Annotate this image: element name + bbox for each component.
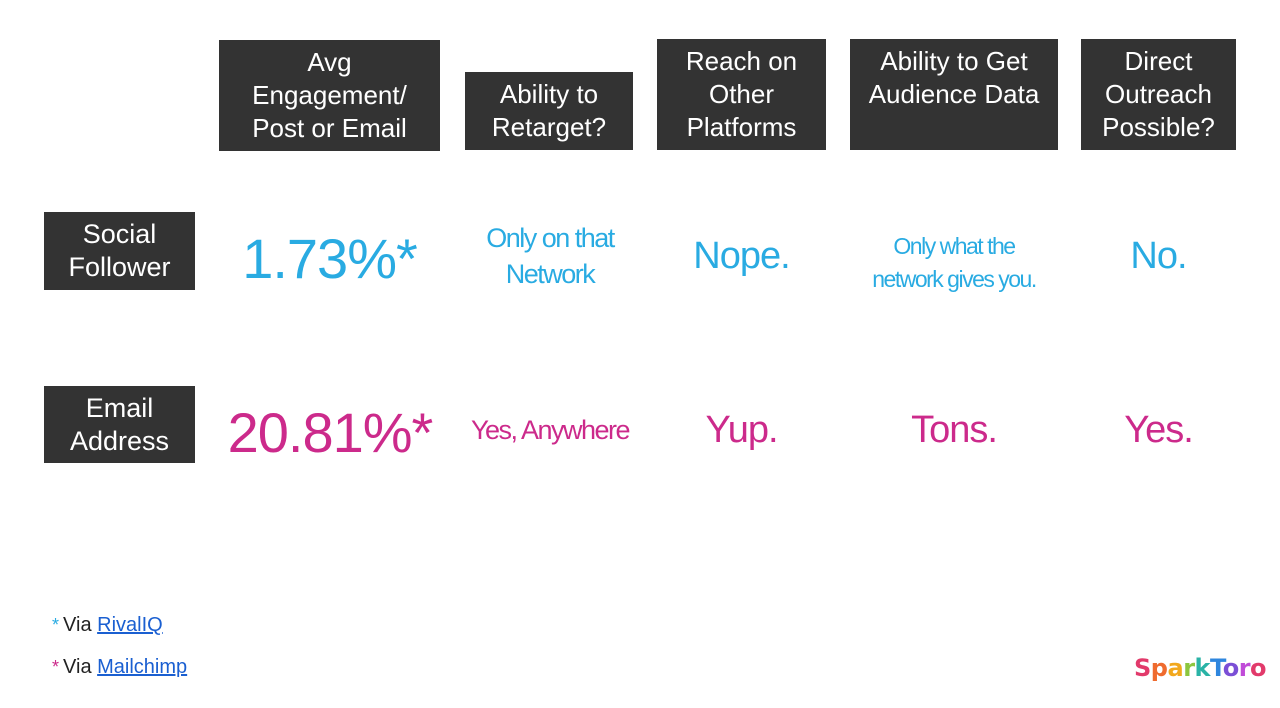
logo-letter: o bbox=[1250, 654, 1267, 682]
column-header-audience-data: Ability to Get Audience Data bbox=[850, 39, 1058, 150]
logo-letter: r bbox=[1238, 654, 1251, 682]
logo-letter: T bbox=[1210, 654, 1223, 682]
logo-letter: o bbox=[1222, 654, 1240, 682]
email-outreach-value: Yes. bbox=[1124, 408, 1194, 451]
logo-letter: p bbox=[1150, 654, 1168, 682]
email-audience-value: Tons. bbox=[911, 408, 998, 451]
footnote-star: * bbox=[52, 657, 60, 677]
logo-letter: r bbox=[1183, 654, 1195, 682]
email-reach-value: Yup. bbox=[705, 408, 778, 451]
social-outreach-value: No. bbox=[1130, 234, 1187, 277]
footnote-text: Via bbox=[63, 614, 92, 636]
column-header-avg-engagement: Avg Engagement/ Post or Email bbox=[219, 40, 440, 151]
logo-letter: k bbox=[1194, 654, 1211, 682]
rivaliq-link[interactable]: RivalIQ bbox=[97, 614, 163, 636]
logo-letter: S bbox=[1134, 654, 1151, 682]
row-header-email-address: Email Address bbox=[44, 386, 195, 463]
footnote-text: Via bbox=[63, 656, 92, 678]
social-audience-value: Only what the network gives you. bbox=[872, 233, 1037, 292]
column-header-retarget: Ability to Retarget? bbox=[465, 72, 633, 150]
social-retarget-value: Only on that Network bbox=[486, 223, 615, 289]
mailchimp-link[interactable]: Mailchimp bbox=[97, 656, 188, 678]
logo-letter: a bbox=[1167, 654, 1184, 682]
row-header-social-follower: Social Follower bbox=[44, 212, 195, 290]
footnote-mailchimp: * Via Mailchimp bbox=[52, 656, 187, 679]
column-header-direct-outreach: Direct Outreach Possible? bbox=[1081, 39, 1236, 150]
sparktoro-logo: SparkToro bbox=[1134, 654, 1267, 682]
footnote-star: * bbox=[52, 615, 60, 635]
email-retarget-value: Yes, Anywhere bbox=[470, 415, 631, 445]
social-reach-value: Nope. bbox=[693, 234, 790, 277]
footnote-rivaliq: * Via RivalIQ bbox=[52, 614, 163, 637]
social-engagement-value: 1.73%* bbox=[242, 226, 418, 290]
email-engagement-value: 20.81%* bbox=[227, 400, 434, 464]
column-header-reach: Reach on Other Platforms bbox=[657, 39, 826, 150]
